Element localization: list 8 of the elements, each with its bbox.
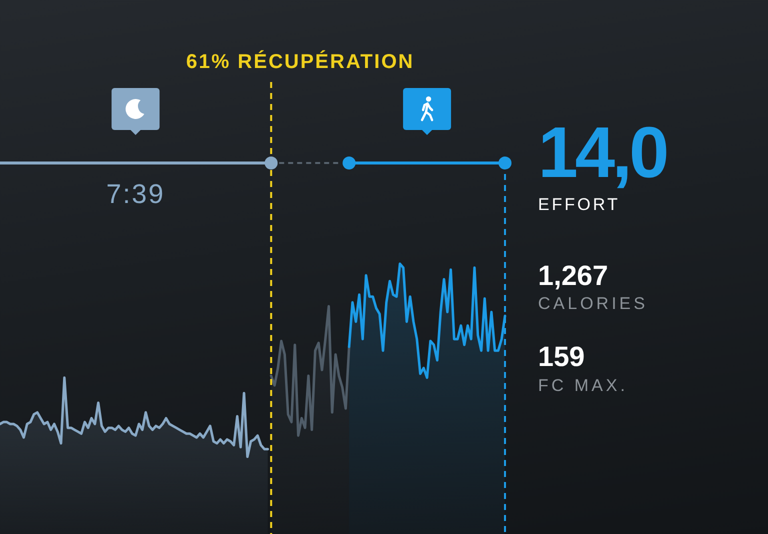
text: 7:39 [106, 179, 165, 209]
text: CALORIES [538, 294, 648, 313]
text: FC MAX. [538, 376, 628, 395]
text: 1,267 [538, 260, 608, 291]
text: 61% RÉCUPÉRATION [186, 50, 414, 73]
text: EFFORT [538, 195, 620, 214]
text: 159 [538, 341, 585, 372]
text: 14,0 [538, 113, 666, 193]
